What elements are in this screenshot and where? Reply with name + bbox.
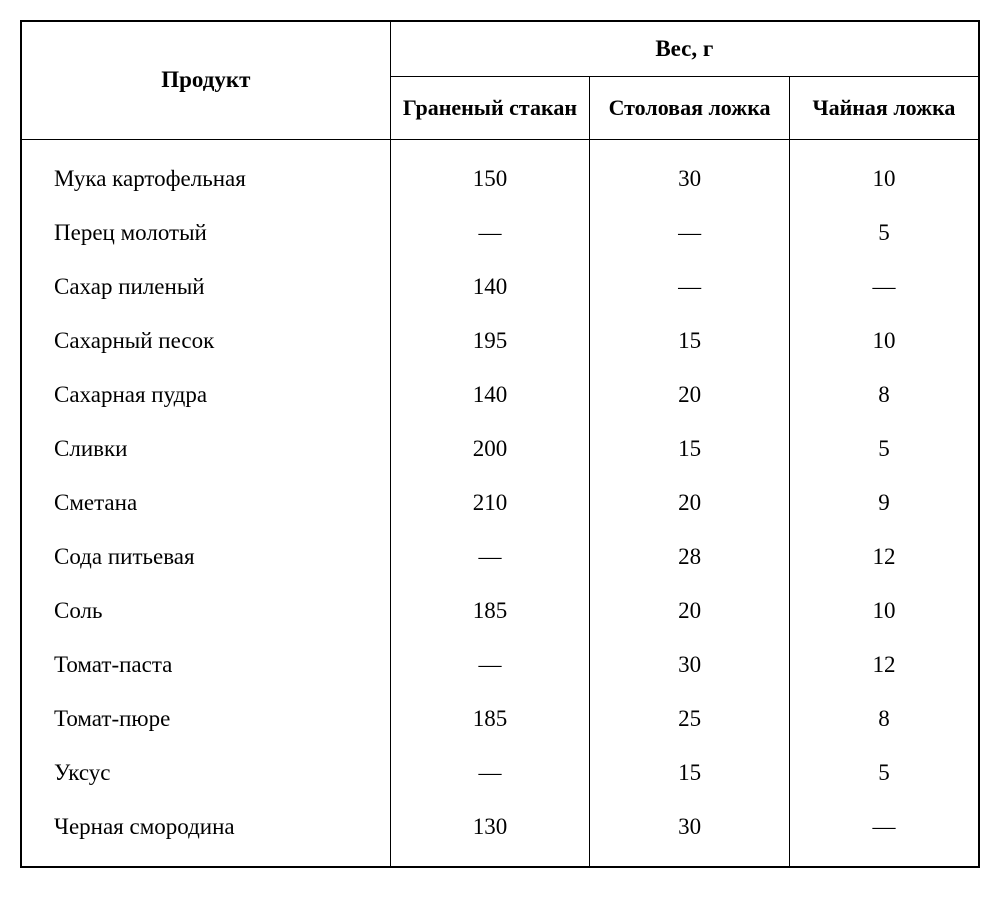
cell-tea-spoon: 10 (789, 139, 979, 206)
cell-table-spoon: 30 (590, 638, 790, 692)
cell-glass: 185 (390, 584, 590, 638)
cell-table-spoon: — (590, 260, 790, 314)
table-row: Соль1852010 (21, 584, 979, 638)
cell-product: Сахарная пудра (21, 368, 390, 422)
cell-product: Сахар пиленый (21, 260, 390, 314)
cell-table-spoon: 20 (590, 368, 790, 422)
cell-table-spoon: 15 (590, 746, 790, 800)
table-row: Сахарная пудра140208 (21, 368, 979, 422)
cell-product: Соль (21, 584, 390, 638)
cell-tea-spoon: 8 (789, 692, 979, 746)
cell-glass: — (390, 530, 590, 584)
header-glass-line1: Граненый стакан (403, 95, 577, 120)
cell-tea-spoon: 9 (789, 476, 979, 530)
cell-glass: 185 (390, 692, 590, 746)
header-tablespoon-label: Столовая ложка (609, 95, 771, 120)
cell-product: Томат-паста (21, 638, 390, 692)
cell-table-spoon: — (590, 206, 790, 260)
header-table-spoon: Столовая ложка (590, 77, 790, 140)
table-body: Мука картофельная1503010Перец молотый——5… (21, 139, 979, 867)
cell-tea-spoon: 5 (789, 746, 979, 800)
weight-table: Продукт Вес, г Граненый стакан Столовая … (20, 20, 980, 868)
table-row: Черная смородина13030— (21, 800, 979, 867)
table-row: Томат-паста—3012 (21, 638, 979, 692)
cell-tea-spoon: 10 (789, 314, 979, 368)
table-row: Сахарный песок1951510 (21, 314, 979, 368)
table-row: Сахар пиленый140—— (21, 260, 979, 314)
table-row: Сода питьевая—2812 (21, 530, 979, 584)
header-weight-label: Вес, г (655, 36, 713, 61)
cell-product: Сода питьевая (21, 530, 390, 584)
cell-table-spoon: 30 (590, 800, 790, 867)
cell-glass: 130 (390, 800, 590, 867)
cell-tea-spoon: — (789, 800, 979, 867)
cell-table-spoon: 30 (590, 139, 790, 206)
header-weight-group: Вес, г (390, 21, 979, 77)
cell-product: Мука картофельная (21, 139, 390, 206)
cell-glass: 140 (390, 368, 590, 422)
cell-tea-spoon: 8 (789, 368, 979, 422)
header-teaspoon-label: Чайная ложка (812, 95, 955, 120)
cell-table-spoon: 28 (590, 530, 790, 584)
cell-product: Сливки (21, 422, 390, 476)
cell-glass: 200 (390, 422, 590, 476)
cell-tea-spoon: 5 (789, 422, 979, 476)
cell-table-spoon: 15 (590, 314, 790, 368)
cell-glass: — (390, 206, 590, 260)
cell-tea-spoon: 12 (789, 530, 979, 584)
cell-product: Сахарный песок (21, 314, 390, 368)
cell-product: Сметана (21, 476, 390, 530)
cell-product: Уксус (21, 746, 390, 800)
table-row: Перец молотый——5 (21, 206, 979, 260)
cell-product: Перец молотый (21, 206, 390, 260)
header-product-label: Продукт (161, 67, 250, 92)
cell-glass: 150 (390, 139, 590, 206)
cell-table-spoon: 15 (590, 422, 790, 476)
table-row: Томат-пюре185258 (21, 692, 979, 746)
cell-glass: 195 (390, 314, 590, 368)
cell-tea-spoon: 10 (789, 584, 979, 638)
cell-product: Черная смородина (21, 800, 390, 867)
weight-table-container: Продукт Вес, г Граненый стакан Столовая … (20, 20, 980, 868)
table-row: Сливки200155 (21, 422, 979, 476)
cell-table-spoon: 20 (590, 584, 790, 638)
cell-table-spoon: 20 (590, 476, 790, 530)
cell-glass: 210 (390, 476, 590, 530)
cell-tea-spoon: — (789, 260, 979, 314)
cell-tea-spoon: 12 (789, 638, 979, 692)
cell-product: Томат-пюре (21, 692, 390, 746)
header-glass: Граненый стакан (390, 77, 590, 140)
header-product: Продукт (21, 21, 390, 139)
table-row: Мука картофельная1503010 (21, 139, 979, 206)
table-row: Сметана210209 (21, 476, 979, 530)
header-tea-spoon: Чайная ложка (789, 77, 979, 140)
table-header: Продукт Вес, г Граненый стакан Столовая … (21, 21, 979, 139)
cell-tea-spoon: 5 (789, 206, 979, 260)
cell-table-spoon: 25 (590, 692, 790, 746)
cell-glass: — (390, 638, 590, 692)
cell-glass: 140 (390, 260, 590, 314)
table-row: Уксус—155 (21, 746, 979, 800)
cell-glass: — (390, 746, 590, 800)
